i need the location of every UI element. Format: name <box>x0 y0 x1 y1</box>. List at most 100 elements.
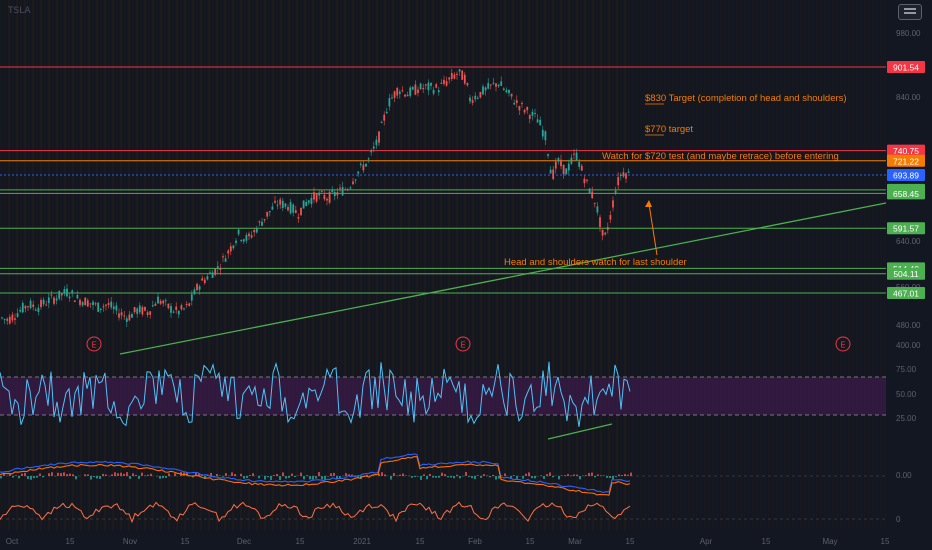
macd-bar <box>393 473 395 476</box>
stripe <box>312 0 314 530</box>
macd-bar <box>615 476 617 477</box>
candle-body <box>430 82 432 86</box>
macd-bar <box>3 473 5 476</box>
stripe <box>64 0 66 530</box>
candle-body <box>71 290 74 293</box>
candle-body <box>315 193 318 202</box>
macd-bar <box>96 476 98 479</box>
macd-bar <box>174 473 176 476</box>
stripe <box>52 0 54 530</box>
candle-body <box>419 83 422 90</box>
stripe <box>376 0 378 530</box>
candle-body <box>565 168 568 175</box>
candle-body <box>201 278 204 281</box>
stripe <box>448 0 450 530</box>
stripe <box>664 0 666 530</box>
macd-bar <box>168 473 170 476</box>
stripe <box>60 0 62 530</box>
stripe <box>76 0 78 530</box>
macd-bar <box>381 472 383 476</box>
stripe <box>584 0 586 530</box>
stripe <box>536 0 538 530</box>
stripe <box>708 0 710 530</box>
stripe <box>440 0 442 530</box>
candle-body <box>133 307 136 313</box>
stripe <box>208 0 210 530</box>
candle-body <box>502 88 505 90</box>
earnings-marker[interactable]: E <box>455 336 471 352</box>
candle-body <box>409 87 412 96</box>
symbol-title: TSLA <box>8 6 31 16</box>
macd-bar <box>264 476 266 480</box>
indicator-tick: 25.00 <box>896 414 917 423</box>
stripe <box>724 0 726 530</box>
stripe <box>736 0 738 530</box>
candle-body <box>583 178 586 184</box>
candle-body <box>482 86 484 95</box>
candle-body <box>346 189 349 191</box>
menu-button[interactable] <box>898 4 922 20</box>
macd-bar <box>300 472 302 476</box>
menu-icon <box>904 8 916 10</box>
candle-body <box>229 246 232 252</box>
candle-body <box>159 300 162 304</box>
earnings-marker[interactable]: E <box>835 336 851 352</box>
stripe <box>632 0 634 530</box>
candle-body <box>203 279 206 284</box>
macd-bar <box>39 473 41 476</box>
time-tick: Dec <box>237 537 251 546</box>
candle-body <box>193 289 196 295</box>
arrow-line-1 <box>648 203 658 256</box>
candle-body <box>331 190 334 192</box>
candle-body <box>362 164 365 171</box>
candle-body <box>240 239 243 241</box>
macd-bar <box>525 473 527 476</box>
time-tick: 15 <box>526 537 535 546</box>
macd-bar <box>147 474 149 476</box>
candle-body <box>248 233 250 237</box>
candle-body <box>138 305 141 313</box>
stripe <box>372 0 374 530</box>
macd-bar <box>276 473 278 476</box>
stripe <box>704 0 706 530</box>
candle-body <box>326 198 328 201</box>
stripe <box>200 0 202 530</box>
macd-bar <box>12 476 14 478</box>
candle-body <box>211 272 214 278</box>
stripe <box>120 0 122 530</box>
trend-line <box>119 202 887 355</box>
stripe <box>588 0 590 530</box>
stripe <box>420 0 422 530</box>
macd-bar <box>609 476 611 478</box>
candle-body <box>271 206 274 210</box>
macd-bar <box>210 472 212 476</box>
candle-body <box>547 154 549 156</box>
stripe <box>132 0 134 530</box>
candle-body <box>219 268 222 270</box>
candle-body <box>175 306 178 310</box>
candle-body <box>216 266 219 269</box>
stripe <box>480 0 482 530</box>
stripe <box>184 0 186 530</box>
stripe <box>444 0 446 530</box>
svg-text:E: E <box>91 341 96 350</box>
macd-bar <box>246 476 248 479</box>
stripe <box>764 0 766 530</box>
macd-bar <box>534 476 536 479</box>
candle-body <box>476 97 479 99</box>
candle-body <box>354 179 357 181</box>
candle-body <box>42 299 45 305</box>
stripe <box>628 0 630 530</box>
macd-bar <box>594 476 596 478</box>
earnings-marker[interactable]: E <box>86 336 102 352</box>
macd-bar <box>513 475 515 476</box>
stripe <box>368 0 370 530</box>
macd-bar <box>195 472 197 476</box>
stripe <box>244 0 246 530</box>
candle-body <box>300 207 302 216</box>
macd-bar <box>135 474 137 476</box>
stripe <box>256 0 258 530</box>
stripe <box>488 0 490 530</box>
candle-body <box>287 206 289 211</box>
